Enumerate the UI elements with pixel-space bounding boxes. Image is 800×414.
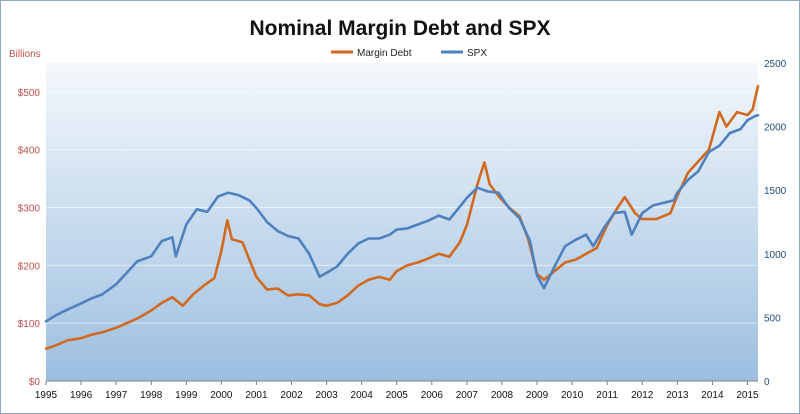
- x-tick-label: 2013: [666, 390, 689, 401]
- left-axis-unit: Billions: [9, 49, 41, 60]
- x-tick-label: 1998: [140, 390, 163, 401]
- plot-area: [46, 63, 758, 381]
- x-tick-label: 1997: [105, 390, 128, 401]
- x-tick-label: 2009: [526, 390, 549, 401]
- legend-label: SPX: [467, 48, 487, 59]
- x-tick-label: 2001: [245, 390, 268, 401]
- series-lines: [44, 84, 760, 350]
- x-tick-label: 1995: [35, 390, 58, 401]
- right-tick-label: 1500: [764, 186, 787, 197]
- left-tick-label: $400: [18, 146, 41, 157]
- right-tick-label: 500: [764, 313, 781, 324]
- x-tick-label: 2007: [456, 390, 479, 401]
- left-tick-label: $500: [18, 88, 41, 99]
- x-tick-label: 2004: [351, 390, 374, 401]
- x-tick-label: 2010: [561, 390, 584, 401]
- right-tick-label: 2500: [764, 59, 787, 70]
- right-tick-label: 0: [764, 377, 770, 388]
- right-axis-ticks: 0 500 1000 1500 2000 2500: [764, 59, 787, 388]
- left-axis-ticks: $0 $100 $200 $300 $400 $500: [18, 88, 41, 388]
- x-tick-label: 2003: [315, 390, 338, 401]
- x-tick-label: 2005: [386, 390, 409, 401]
- x-tick-label: 2011: [596, 390, 618, 401]
- x-tick-label: 2014: [701, 390, 724, 401]
- x-tick-label: 1996: [70, 390, 93, 401]
- chart-title: Nominal Margin Debt and SPX: [249, 17, 550, 40]
- left-tick-label: $300: [18, 204, 41, 215]
- series-line-spx: [44, 113, 760, 323]
- x-tick-label: 2015: [736, 390, 759, 401]
- x-tick-label: 2012: [631, 390, 654, 401]
- legend: Margin Debt SPX: [331, 48, 487, 59]
- x-tick-label: 2006: [421, 390, 444, 401]
- x-axis-ticks: 1995 1996 1997 1998 1999 2000 2001 2002 2003 2004…: [35, 380, 759, 401]
- x-tick-label: 2000: [210, 390, 233, 401]
- left-tick-label: $200: [18, 261, 41, 272]
- x-tick-label: 2002: [280, 390, 303, 401]
- legend-label: Margin Debt: [357, 48, 412, 59]
- left-tick-label: $0: [29, 377, 41, 388]
- x-tick-label: 2008: [491, 390, 514, 401]
- x-tick-label: 1999: [175, 390, 198, 401]
- right-tick-label: 1000: [764, 250, 787, 261]
- right-tick-label: 2000: [764, 123, 787, 134]
- left-tick-label: $100: [18, 319, 41, 330]
